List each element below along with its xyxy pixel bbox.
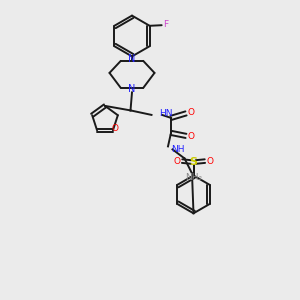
Text: HN: HN — [159, 109, 172, 118]
Text: O: O — [112, 124, 119, 133]
Text: N: N — [128, 84, 136, 94]
Text: NH₂: NH₂ — [185, 173, 202, 182]
Text: NH: NH — [171, 146, 184, 154]
Text: S: S — [190, 157, 197, 167]
Text: O: O — [188, 108, 195, 117]
Text: O: O — [188, 132, 195, 141]
Text: O: O — [173, 157, 181, 166]
Text: N: N — [128, 54, 136, 64]
Text: O: O — [206, 157, 214, 166]
Text: F: F — [164, 20, 169, 29]
